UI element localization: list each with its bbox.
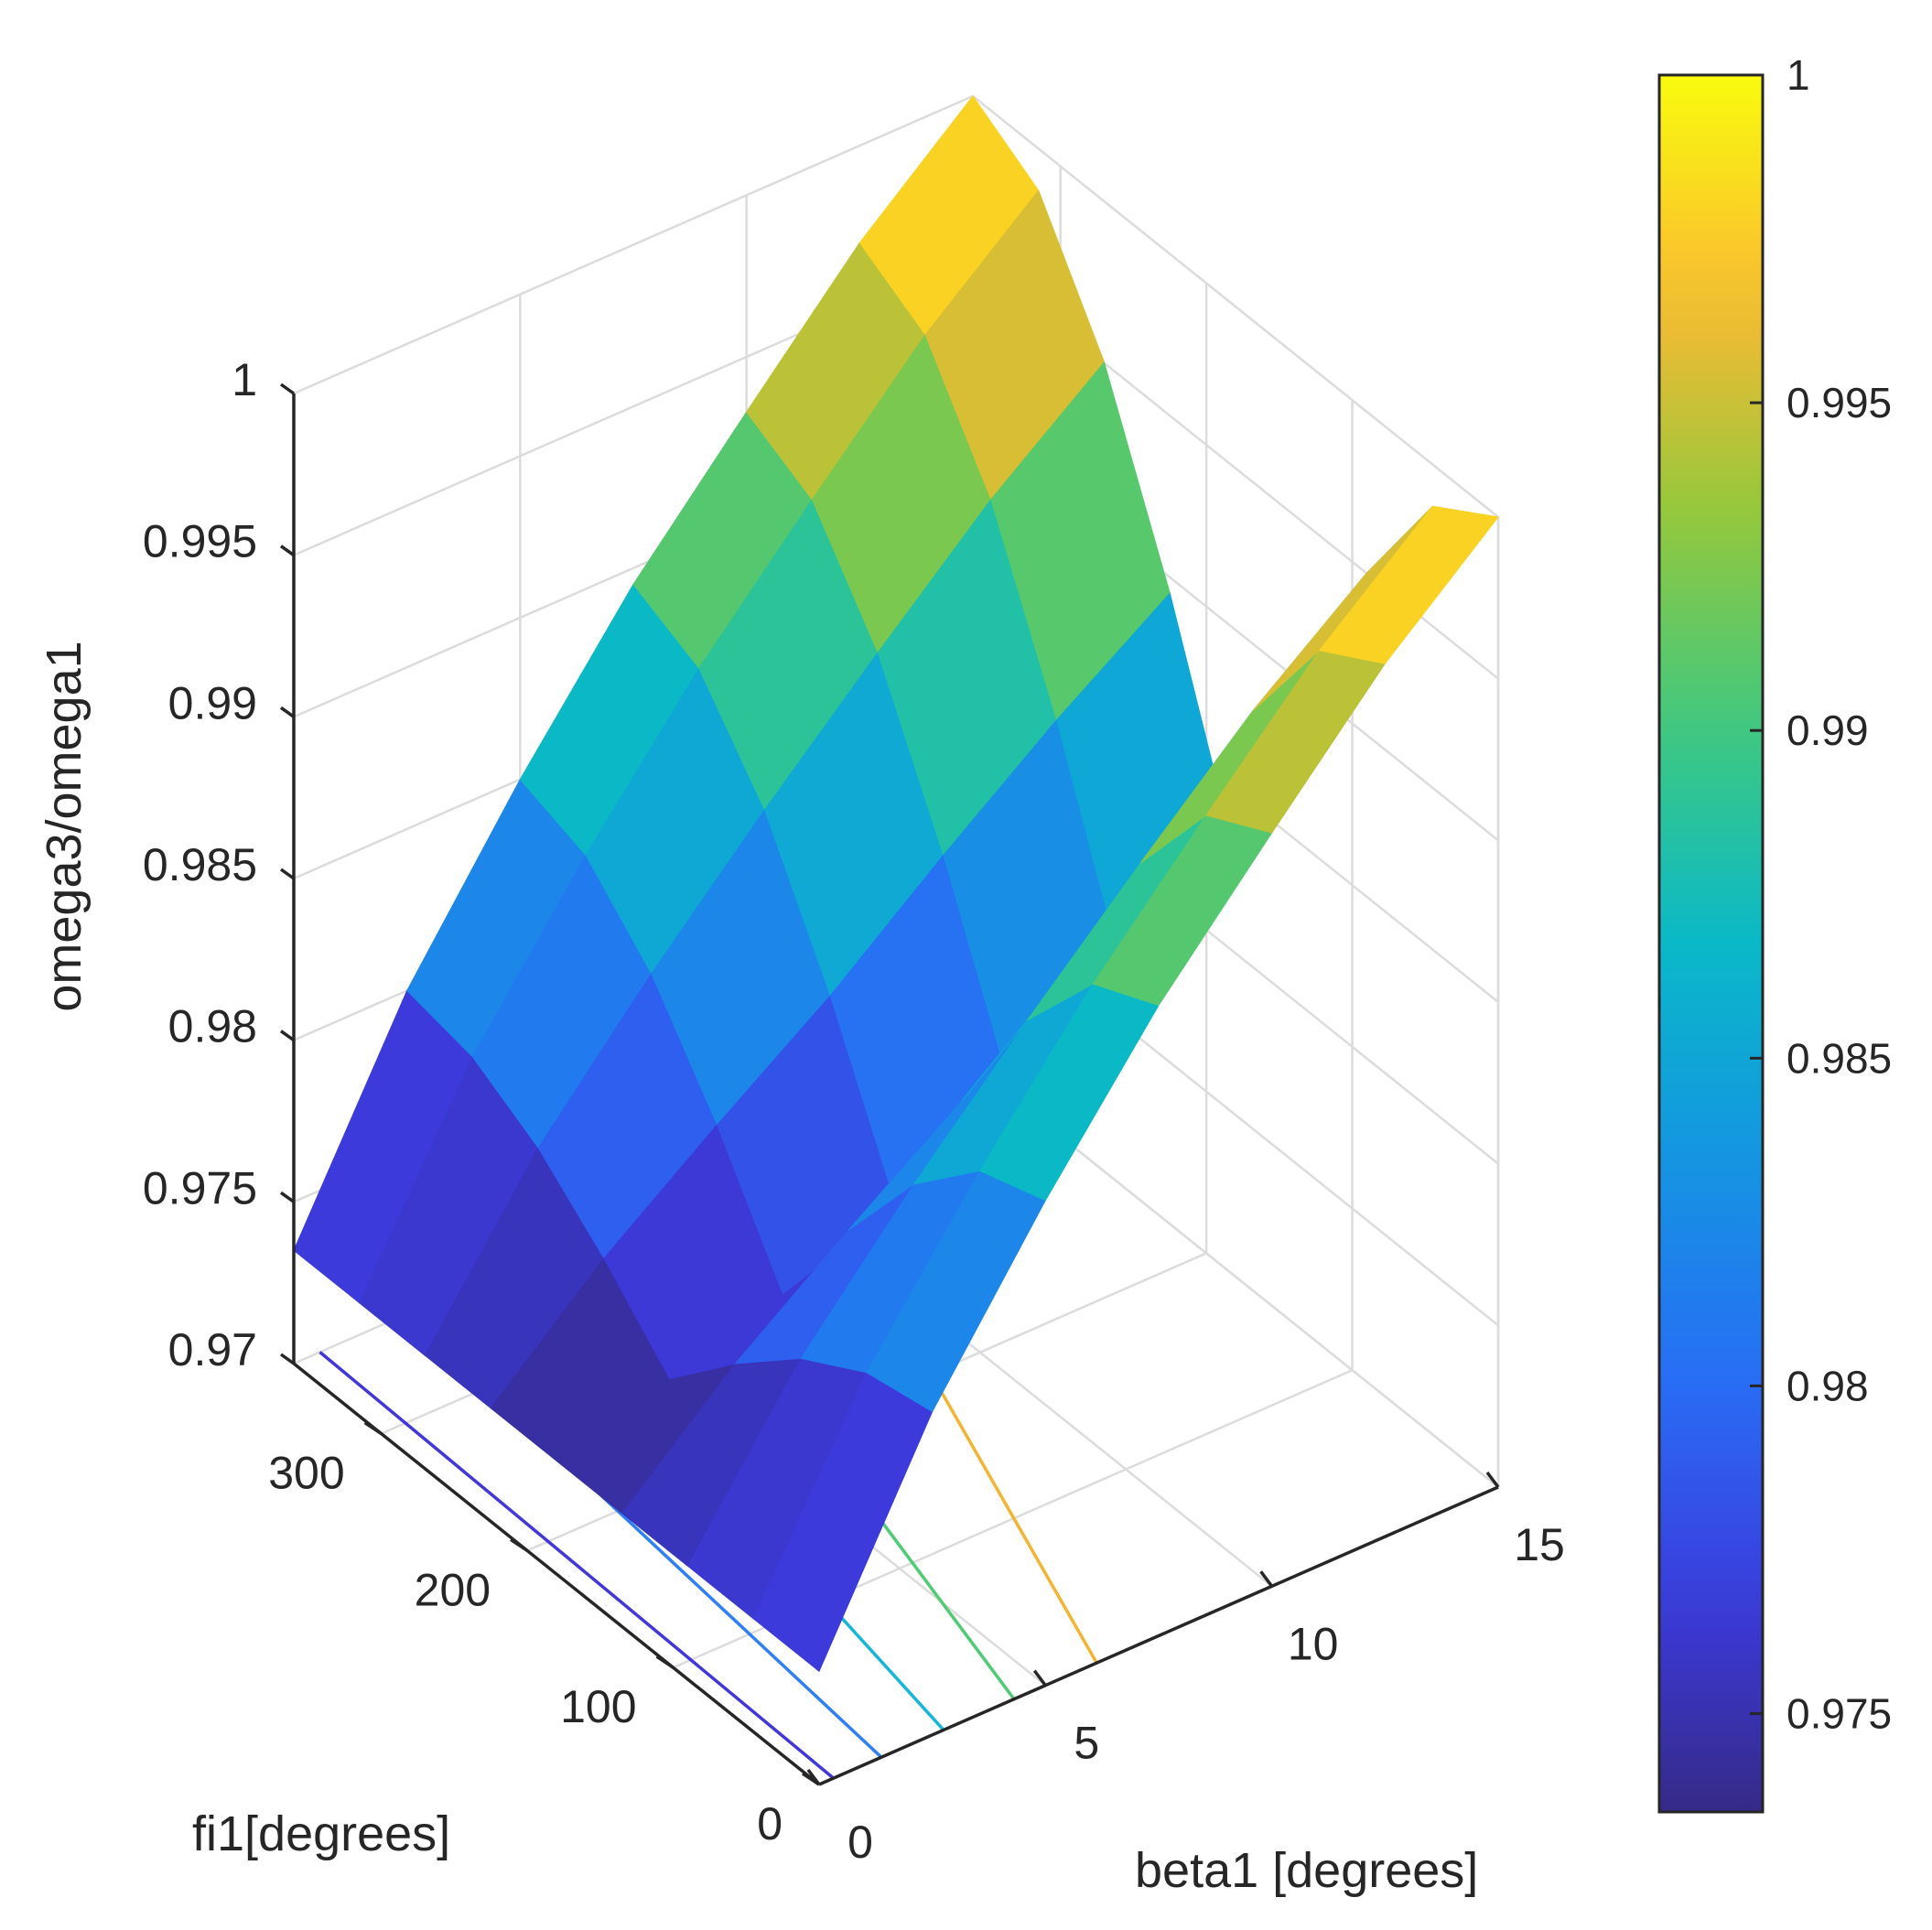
x-tick-mark	[806, 1768, 821, 1786]
z-tick-mark	[279, 1030, 296, 1042]
y-tick-label-3: 300	[268, 1448, 344, 1499]
y-tick-mark	[363, 1421, 383, 1436]
x-tick-mark	[1032, 1669, 1047, 1687]
y-tick-label-2: 200	[415, 1564, 491, 1615]
z-tick-label-6: 1	[232, 354, 257, 405]
z-tick-label-1: 0.975	[143, 1162, 257, 1213]
z-tick-label-5: 0.995	[143, 516, 257, 567]
y-tick-label-1: 100	[560, 1681, 636, 1732]
x-tick-label-1: 5	[1074, 1718, 1099, 1769]
colorbar-tick-label-2: 0.985	[1786, 1034, 1892, 1082]
colorbar-tick-label-0: 0.975	[1786, 1690, 1892, 1738]
contour-line-0	[318, 1351, 835, 1780]
x-axis-title: beta1 [degrees]	[1135, 1843, 1478, 1898]
grid-line-z-back	[293, 94, 974, 395]
colorbar: 0.975 0.98 0.985 0.99 0.995 1	[1657, 51, 1892, 1814]
colorbar-tick-label-3: 0.99	[1786, 706, 1869, 754]
z-tick-mark	[279, 544, 296, 557]
z-tick-label-0: 0.97	[168, 1324, 257, 1375]
z-tick-mark	[279, 383, 296, 395]
colorbar-tick-label-1: 0.98	[1786, 1362, 1869, 1409]
y-tick-mark	[510, 1537, 529, 1552]
z-tick-label-4: 0.99	[168, 677, 257, 728]
x-tick-label-2: 10	[1288, 1618, 1339, 1669]
colorbar-tick-label-4: 0.995	[1786, 379, 1892, 426]
colorbar-gradient	[1657, 73, 1765, 1814]
x-tick-label-3: 15	[1514, 1519, 1565, 1570]
z-tick-mark	[279, 1191, 296, 1203]
colorbar-tick-label-5: 1	[1786, 51, 1810, 99]
y-tick-label-0: 0	[757, 1798, 783, 1849]
y-axis-title: fi1[degrees]	[192, 1806, 450, 1861]
x-tick-mark	[1485, 1471, 1500, 1489]
x-axis-line	[818, 1485, 1499, 1786]
z-tick-label-2: 0.98	[168, 1001, 257, 1052]
tick-labels: 0.970.9750.980.9850.990.9951010020030005…	[143, 354, 1565, 1868]
z-tick-mark	[279, 868, 296, 880]
surface-patch	[1318, 505, 1499, 664]
x-tick-label-0: 0	[847, 1817, 873, 1868]
x-tick-mark	[1259, 1570, 1274, 1588]
z-tick-mark	[279, 706, 296, 718]
z-tick-mark	[279, 1353, 296, 1365]
axes	[279, 383, 1500, 1786]
y-tick-mark	[655, 1655, 675, 1669]
z-tick-label-3: 0.985	[143, 839, 257, 890]
z-axis-title: omega3/omega1	[37, 641, 92, 1011]
surface	[293, 95, 1499, 1673]
